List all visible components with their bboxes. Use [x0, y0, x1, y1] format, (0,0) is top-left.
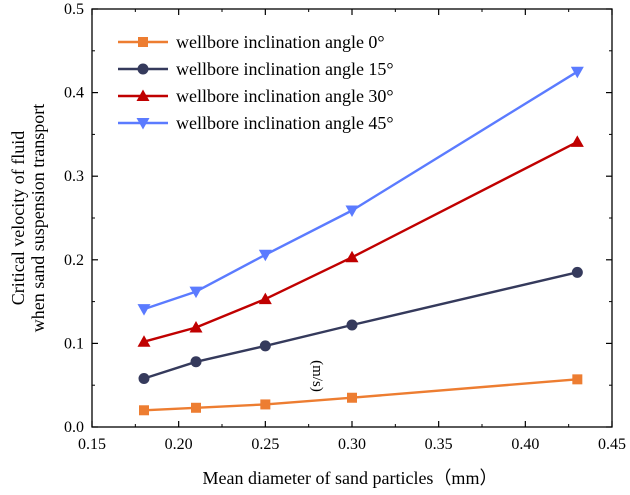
data-point — [139, 405, 149, 416]
data-point — [259, 340, 271, 352]
x-axis-title: Mean diameter of sand particles（mm） — [203, 468, 498, 488]
y-tick-label: 0.2 — [64, 252, 84, 269]
y-tick-label: 0.5 — [64, 1, 84, 18]
data-point — [190, 356, 202, 368]
data-point — [191, 402, 201, 413]
x-tick-label: 0.25 — [251, 436, 279, 453]
data-point — [136, 89, 150, 101]
x-tick-label: 0.30 — [338, 436, 366, 453]
y-tick-label: 0.4 — [64, 85, 84, 102]
data-point — [258, 292, 272, 305]
x-tick-label: 0.15 — [78, 436, 106, 453]
data-point — [345, 205, 359, 217]
y-axis-title-line1: Critical velocity of fluid — [8, 131, 28, 305]
data-point — [347, 392, 357, 403]
data-point — [572, 374, 583, 385]
x-tick-label: 0.35 — [425, 436, 453, 453]
data-point — [570, 66, 584, 79]
data-point — [138, 37, 148, 47]
data-point — [345, 250, 359, 263]
series-line — [143, 378, 578, 412]
legend-label: wellbore inclination angle 30° — [176, 86, 394, 106]
legend-label: wellbore inclination angle 45° — [176, 113, 394, 133]
data-point — [258, 249, 272, 262]
y-axis-unit: (m/s) — [309, 360, 325, 392]
x-tick-label: 0.45 — [598, 436, 626, 453]
data-point — [571, 266, 583, 278]
data-point — [137, 63, 149, 75]
data-point — [260, 399, 271, 410]
y-axis-title-line2: when sand suspension transport — [28, 104, 48, 332]
x-tick-label: 0.20 — [165, 436, 193, 453]
data-point — [570, 135, 584, 147]
legend-label: wellbore inclination angle 0° — [176, 32, 385, 52]
series-line — [143, 140, 578, 343]
series-line — [143, 271, 578, 380]
series-line — [143, 70, 578, 311]
data-point — [137, 335, 151, 347]
y-tick-label: 0.1 — [64, 335, 84, 352]
data-point — [189, 286, 203, 299]
data-point — [137, 304, 151, 316]
data-point — [346, 319, 358, 331]
data-point — [138, 373, 150, 385]
data-point — [136, 118, 150, 130]
x-tick-label: 0.40 — [511, 436, 539, 453]
legend: wellbore inclination angle 0° wellbore in… — [118, 32, 394, 133]
y-tick-label: 0.3 — [64, 168, 84, 185]
data-point — [189, 321, 203, 333]
y-tick-label: 0.0 — [64, 419, 84, 436]
legend-label: wellbore inclination angle 15° — [176, 59, 394, 79]
